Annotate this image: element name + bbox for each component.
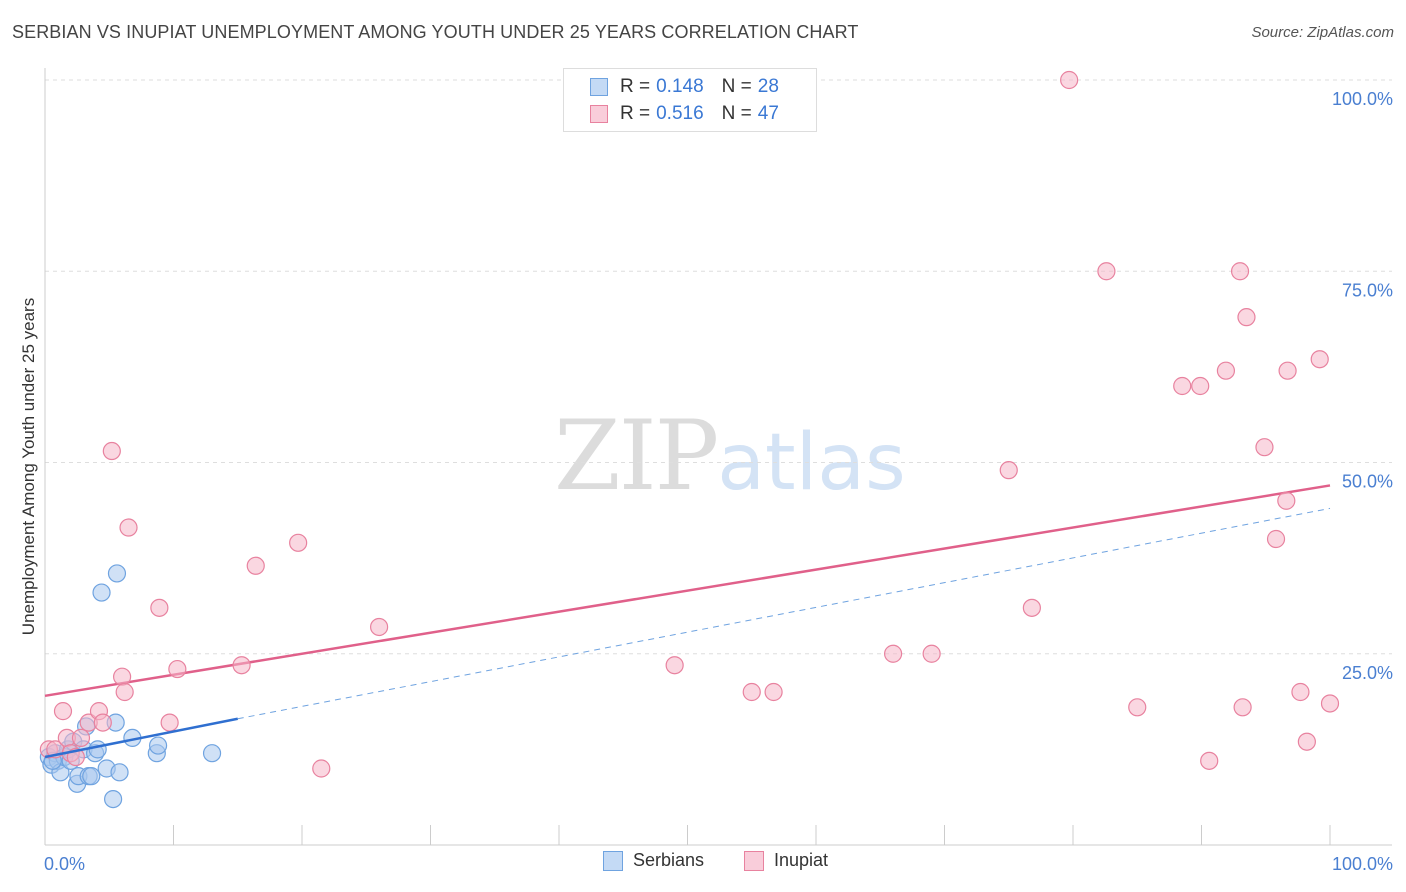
point-inupiat [1237,308,1256,327]
point-serbians [148,736,168,755]
x-tick-label: 100.0% [1332,854,1393,874]
data-points [39,70,1340,809]
point-inupiat [312,759,331,778]
axes [44,68,1392,846]
point-inupiat [1297,732,1316,751]
point-inupiat [1310,350,1329,369]
legend-row-serbian: R = 0.148 N = 28 [590,75,779,99]
tick-labels: 25.0% 50.0% 75.0% 100.0% 0.0% 100.0% Unemploym… [19,89,1393,874]
point-inupiat [112,667,132,686]
legend-n-value-inupiat: 47 [757,103,779,124]
point-inupiat [71,728,91,748]
point-inupiat [1255,438,1274,457]
point-inupiat [119,518,138,537]
legend-n-value-serbian: 28 [757,76,779,97]
point-inupiat [1216,361,1236,380]
trend-line-serbians [44,717,238,759]
point-inupiat [93,713,112,732]
bottom-swatch-inupiat [744,850,764,871]
point-inupiat [115,682,134,702]
point-inupiat [742,682,761,702]
point-inupiat [1230,262,1250,281]
legend-r-label: R = [620,103,651,124]
point-inupiat [370,617,389,637]
point-serbians [202,744,222,763]
watermark-zip: ZIP [554,400,719,512]
point-inupiat [1097,262,1116,281]
point-serbians [104,789,123,809]
point-inupiat [1173,376,1192,396]
y-tick-label: 100.0% [1332,89,1393,109]
point-inupiat [1200,751,1219,770]
point-inupiat [150,598,169,617]
bottom-label-inupiat: Inupiat [774,850,829,870]
legend-r-value-inupiat: 0.516 [656,103,704,124]
point-serbians [88,740,107,759]
y-tick-label: 50.0% [1342,472,1393,492]
point-inupiat [1291,682,1310,702]
point-inupiat [1278,361,1297,380]
trend-lines [44,484,1331,720]
legend-n-label: N = [721,76,752,97]
trend-line-inupiat [44,484,1331,698]
point-serbians [110,763,129,782]
legend-r-label: R = [620,76,651,97]
y-axis-title: Unemployment Among Youth under 25 years [19,298,38,635]
point-inupiat [999,461,1018,480]
point-inupiat [922,644,941,663]
point-serbians [107,564,127,583]
point-inupiat [1022,598,1041,617]
y-tick-label: 75.0% [1342,280,1393,300]
point-inupiat [1277,491,1296,510]
legend-r-value-serbian: 0.148 [656,76,704,97]
point-serbians [92,583,111,602]
point-serbians [82,767,101,786]
point-inupiat [246,556,265,575]
y-tick-label: 25.0% [1342,663,1393,683]
point-inupiat [102,441,121,461]
point-inupiat [1128,698,1147,717]
point-inupiat [1233,698,1252,717]
legend-row-inupiat: R = 0.516 N = 47 [590,102,779,126]
point-inupiat [232,656,251,675]
trend-line-serbians-extended [237,507,1331,720]
source-label: Source: ZipAtlas.com [1251,24,1394,41]
watermark-atlas: atlas [717,418,906,508]
bottom-swatch-serbians [603,850,623,871]
point-inupiat [764,682,783,702]
legend-n-label: N = [721,103,752,124]
watermark: ZIPatlas [554,400,906,512]
point-inupiat [1060,70,1079,90]
point-inupiat [1266,529,1286,549]
stats-legend: R = 0.148 N = 28 R = 0.516 N = 47 [563,68,817,132]
bottom-legend-inupiat: Inupiat [744,850,828,871]
x-tick-label: 0.0% [44,854,85,874]
point-inupiat [1320,694,1340,713]
point-inupiat [1191,376,1210,396]
legend-swatch-serbian [590,78,608,96]
chart-title: SERBIAN VS INUPIAT UNEMPLOYMENT AMONG YO… [12,22,859,42]
legend-swatch-inupiat [590,105,608,123]
point-inupiat [53,702,73,721]
bottom-label-serbians: Serbians [633,850,705,870]
point-inupiat [665,656,684,675]
point-inupiat [160,713,179,732]
point-inupiat [168,659,187,679]
point-inupiat [883,644,903,663]
point-inupiat [289,533,308,552]
bottom-legend-serbians: Serbians [603,850,704,871]
